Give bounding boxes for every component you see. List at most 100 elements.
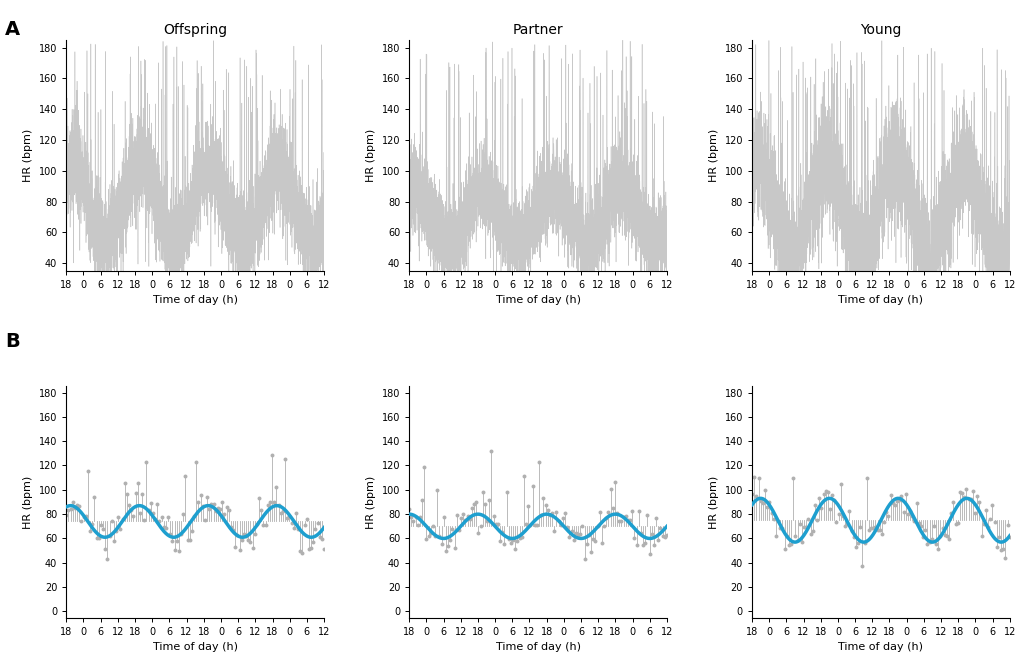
Point (297, 520, 313, 531)
Point (193, 490, 209, 501)
Point (789, 535, 805, 546)
Point (912, 521, 928, 532)
Point (622, 515, 638, 525)
Point (450, 525, 467, 535)
Point (587, 536, 603, 546)
Point (164, 536, 180, 546)
Point (535, 493, 551, 503)
Point (851, 522, 867, 533)
Point (173, 529, 190, 539)
Point (533, 510, 549, 521)
Point (829, 509, 846, 520)
Point (439, 540, 455, 551)
Point (229, 530, 246, 540)
Title: Offspring: Offspring (163, 23, 227, 37)
Point (630, 506, 646, 517)
Point (970, 497, 986, 508)
Point (849, 538, 865, 548)
Point (531, 457, 547, 467)
Point (251, 493, 267, 504)
Point (400, 504, 417, 515)
Point (816, 486, 833, 497)
Point (775, 544, 792, 554)
Point (237, 531, 254, 541)
Point (524, 480, 540, 491)
Point (427, 531, 443, 541)
Point (187, 456, 204, 467)
Point (264, 450, 280, 460)
Point (212, 503, 228, 514)
Point (511, 533, 527, 544)
Point (568, 528, 584, 539)
Point (472, 520, 488, 531)
Point (108, 525, 124, 536)
Y-axis label: HR (bpm): HR (bpm) (23, 475, 34, 529)
Point (71, 501, 88, 511)
Point (485, 511, 501, 521)
Point (834, 511, 850, 521)
Point (578, 539, 594, 549)
Point (871, 525, 888, 535)
Point (60, 505, 76, 515)
Point (877, 507, 894, 517)
Point (541, 510, 557, 521)
Point (231, 544, 248, 555)
Point (99, 554, 115, 564)
Point (539, 505, 555, 515)
Point (827, 517, 844, 528)
Point (920, 537, 936, 547)
Point (608, 508, 625, 519)
Point (600, 507, 616, 517)
Point (289, 524, 306, 535)
Point (270, 500, 286, 511)
Point (935, 530, 952, 540)
Point (560, 532, 577, 542)
Point (832, 479, 848, 489)
Point (528, 520, 544, 531)
Point (780, 539, 796, 550)
Point (987, 542, 1004, 552)
Point (823, 489, 840, 500)
Point (429, 484, 445, 495)
Point (170, 546, 186, 556)
Point (121, 500, 138, 511)
Point (754, 498, 770, 509)
Point (114, 514, 130, 525)
Point (279, 513, 296, 523)
Point (610, 516, 627, 527)
Text: B: B (5, 332, 19, 351)
Point (58, 510, 74, 521)
Point (514, 532, 530, 542)
Point (201, 504, 217, 515)
Point (589, 521, 605, 531)
Point (136, 515, 152, 526)
Point (866, 522, 882, 533)
Point (854, 561, 870, 572)
Point (79, 465, 96, 476)
Point (106, 536, 122, 546)
Point (139, 456, 155, 467)
Point (62, 504, 78, 515)
Point (945, 496, 961, 507)
Y-axis label: HR (bpm): HR (bpm) (366, 475, 376, 529)
Point (405, 516, 421, 527)
Point (767, 531, 784, 541)
Point (637, 537, 653, 548)
Point (203, 499, 219, 510)
Point (787, 531, 803, 541)
X-axis label: Time of day (h): Time of day (h) (153, 642, 237, 652)
Point (476, 498, 492, 509)
Point (179, 535, 196, 545)
Point (82, 525, 98, 536)
Point (66, 503, 83, 513)
Point (576, 553, 592, 564)
Point (643, 529, 659, 539)
Point (110, 511, 126, 522)
Point (283, 517, 300, 528)
Point (804, 526, 820, 537)
Point (89, 533, 105, 543)
Point (756, 485, 772, 495)
Point (468, 496, 484, 507)
Point (412, 512, 428, 523)
Point (481, 495, 497, 505)
